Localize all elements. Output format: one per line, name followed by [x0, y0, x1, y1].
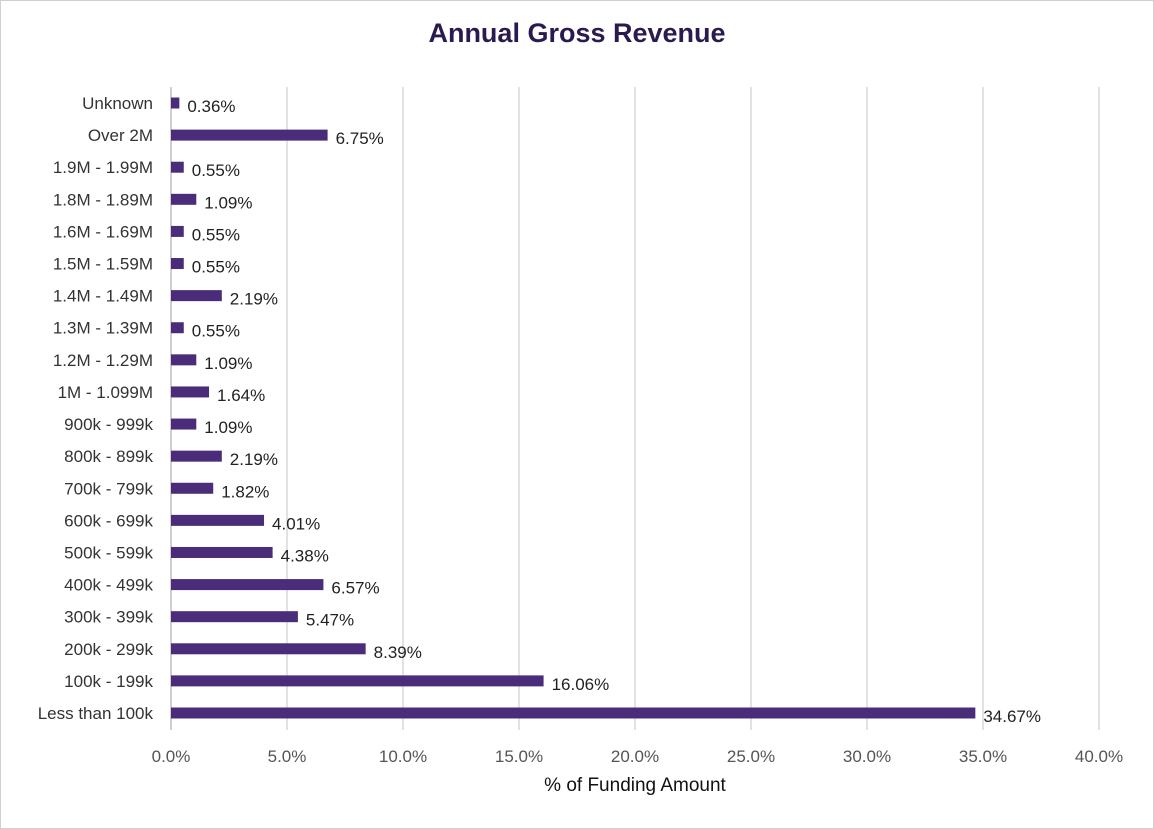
bar [171, 579, 324, 591]
bar [171, 193, 197, 205]
category-label: 600k - 699k [64, 511, 153, 530]
data-label: 4.01% [272, 514, 320, 533]
category-label: 700k - 799k [64, 479, 153, 498]
data-label: 2.19% [230, 290, 278, 309]
data-label: 1.09% [204, 354, 252, 373]
data-label: 0.55% [192, 161, 240, 180]
category-label: 1.6M - 1.69M [53, 222, 153, 241]
x-tick-label: 0.0% [152, 747, 191, 766]
bar [171, 161, 184, 173]
data-label: 2.19% [230, 450, 278, 469]
bar [171, 546, 273, 558]
category-label: 1.3M - 1.39M [53, 319, 153, 338]
x-tick-label: 10.0% [379, 747, 427, 766]
bar [171, 707, 976, 719]
data-label: 4.38% [281, 546, 329, 565]
data-label: 0.55% [192, 258, 240, 277]
category-label: Unknown [82, 94, 153, 113]
x-tick-label: 15.0% [495, 747, 543, 766]
bar [171, 450, 222, 462]
bar [171, 258, 184, 270]
data-label: 1.09% [204, 193, 252, 212]
bar [171, 675, 544, 687]
chart-title: Annual Gross Revenue [428, 18, 726, 48]
x-tick-label: 40.0% [1075, 747, 1123, 766]
category-label: 900k - 999k [64, 415, 153, 434]
category-label: 1.2M - 1.29M [53, 351, 153, 370]
category-label: 1.9M - 1.99M [53, 158, 153, 177]
category-label: 1.5M - 1.59M [53, 255, 153, 274]
category-label: 800k - 899k [64, 447, 153, 466]
data-label: 0.55% [192, 225, 240, 244]
bar [171, 643, 366, 655]
category-label: 300k - 399k [64, 608, 153, 627]
bar [171, 97, 180, 109]
category-label: 1.8M - 1.89M [53, 190, 153, 209]
category-label: 200k - 299k [64, 640, 153, 659]
x-tick-label: 25.0% [727, 747, 775, 766]
data-label: 5.47% [306, 611, 354, 630]
bar [171, 514, 265, 526]
category-label: 400k - 499k [64, 576, 153, 595]
data-label: 8.39% [374, 643, 422, 662]
x-tick-label: 35.0% [959, 747, 1007, 766]
bar [171, 322, 184, 334]
data-label: 6.57% [331, 579, 379, 598]
bar [171, 354, 197, 366]
bar [171, 386, 210, 398]
bar [171, 611, 298, 623]
data-label: 1.09% [204, 418, 252, 437]
data-label: 1.64% [217, 386, 265, 405]
category-label: 100k - 199k [64, 672, 153, 691]
data-label: 1.82% [221, 482, 269, 501]
x-tick-label: 5.0% [268, 747, 307, 766]
data-label: 0.36% [187, 97, 235, 116]
category-label: 1M - 1.099M [58, 383, 153, 402]
data-label: 16.06% [552, 675, 610, 694]
data-label: 0.55% [192, 322, 240, 341]
data-label: 6.75% [336, 129, 384, 148]
bar [171, 482, 214, 494]
category-label: 500k - 599k [64, 543, 153, 562]
category-label: Less than 100k [38, 704, 154, 723]
category-label: Over 2M [88, 126, 153, 145]
x-tick-label: 20.0% [611, 747, 659, 766]
bar [171, 418, 197, 430]
bar [171, 290, 222, 302]
data-label: 34.67% [983, 707, 1041, 726]
bar [171, 225, 184, 237]
category-label: 1.4M - 1.49M [53, 287, 153, 306]
bar [171, 129, 328, 141]
x-tick-label: 30.0% [843, 747, 891, 766]
x-axis-title: % of Funding Amount [544, 775, 726, 796]
